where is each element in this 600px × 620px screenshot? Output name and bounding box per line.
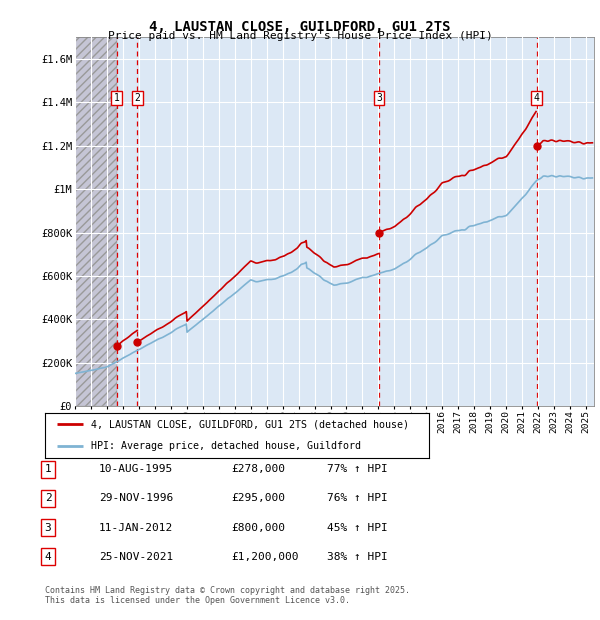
Text: 38% ↑ HPI: 38% ↑ HPI — [327, 552, 388, 562]
Text: Price paid vs. HM Land Registry's House Price Index (HPI): Price paid vs. HM Land Registry's House … — [107, 31, 493, 41]
Text: 2: 2 — [134, 93, 140, 103]
Text: £295,000: £295,000 — [231, 494, 285, 503]
Text: HPI: Average price, detached house, Guildford: HPI: Average price, detached house, Guil… — [91, 441, 361, 451]
Text: 4, LAUSTAN CLOSE, GUILDFORD, GU1 2TS (detached house): 4, LAUSTAN CLOSE, GUILDFORD, GU1 2TS (de… — [91, 419, 409, 429]
Text: 4, LAUSTAN CLOSE, GUILDFORD, GU1 2TS: 4, LAUSTAN CLOSE, GUILDFORD, GU1 2TS — [149, 20, 451, 34]
Text: 11-JAN-2012: 11-JAN-2012 — [99, 523, 173, 533]
Text: 3: 3 — [44, 523, 52, 533]
Text: 76% ↑ HPI: 76% ↑ HPI — [327, 494, 388, 503]
Text: 4: 4 — [533, 93, 539, 103]
Bar — [75, 37, 117, 406]
Text: This data is licensed under the Open Government Licence v3.0.: This data is licensed under the Open Gov… — [45, 596, 350, 605]
Text: 45% ↑ HPI: 45% ↑ HPI — [327, 523, 388, 533]
Text: £1,200,000: £1,200,000 — [231, 552, 299, 562]
Text: 2: 2 — [44, 494, 52, 503]
Text: 29-NOV-1996: 29-NOV-1996 — [99, 494, 173, 503]
Text: 1: 1 — [114, 93, 120, 103]
Text: 10-AUG-1995: 10-AUG-1995 — [99, 464, 173, 474]
Text: Contains HM Land Registry data © Crown copyright and database right 2025.: Contains HM Land Registry data © Crown c… — [45, 586, 410, 595]
Text: 77% ↑ HPI: 77% ↑ HPI — [327, 464, 388, 474]
Bar — [75, 37, 117, 406]
Text: £800,000: £800,000 — [231, 523, 285, 533]
Text: 1: 1 — [44, 464, 52, 474]
Text: £278,000: £278,000 — [231, 464, 285, 474]
Text: 3: 3 — [376, 93, 382, 103]
Text: 4: 4 — [44, 552, 52, 562]
Text: 25-NOV-2021: 25-NOV-2021 — [99, 552, 173, 562]
